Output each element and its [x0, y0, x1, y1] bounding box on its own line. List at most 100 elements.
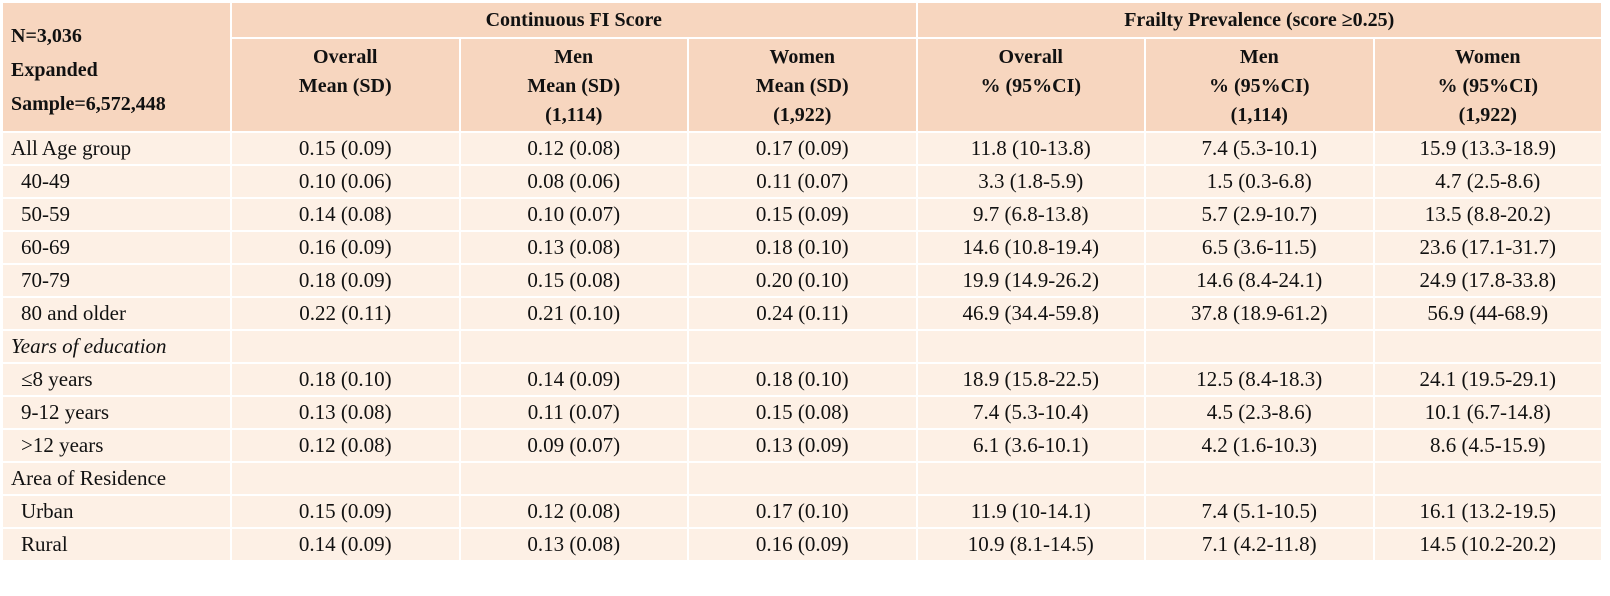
table-cell: 24.1 (19.5-29.1) — [1372, 362, 1604, 397]
row-label: 70-79 — [1, 263, 232, 298]
table-row: 60-69 0.16 (0.09) 0.13 (0.08) 0.18 (0.10) 14… — [1, 230, 1604, 265]
group-header-frailty-prevalence: Frailty Prevalence (score ≥0.25) — [915, 1, 1604, 39]
column-header-line: % (95%CI) — [1437, 75, 1539, 97]
table-cell: 0.09 (0.07) — [458, 428, 689, 463]
table-row: All Age group 0.15 (0.09) 0.12 (0.08) 0.17 … — [1, 131, 1604, 166]
table-cell: 15.9 (13.3-18.9) — [1372, 131, 1604, 166]
table-cell: 14.6 (8.4-24.1) — [1144, 263, 1375, 298]
table-cell: 0.15 (0.08) — [458, 263, 689, 298]
column-header: Women Mean (SD) (1,922) — [687, 37, 918, 133]
row-label: Years of education — [1, 329, 232, 364]
table-cell: 23.6 (17.1-31.7) — [1372, 230, 1604, 265]
table-cell — [1372, 329, 1604, 364]
corner-line: Sample=6,572,448 — [11, 93, 166, 115]
table-cell — [915, 329, 1147, 364]
table-cell: 10.9 (8.1-14.5) — [915, 527, 1147, 562]
column-header-line: Mean (SD) — [755, 75, 849, 97]
table-cell: 0.13 (0.08) — [458, 527, 689, 562]
column-header-row: Overall Mean (SD) Men Mean (SD) (1,114) Women… — [2, 37, 1604, 133]
row-label: 40-49 — [1, 164, 232, 199]
table-cell: 18.9 (15.8-22.5) — [915, 362, 1147, 397]
table-cell: 0.17 (0.09) — [687, 131, 918, 166]
table-cell — [458, 329, 689, 364]
table-cell: 19.9 (14.9-26.2) — [915, 263, 1147, 298]
table-row: 50-59 0.14 (0.08) 0.10 (0.07) 0.15 (0.09) 9.… — [1, 197, 1604, 232]
table-cell: 7.1 (4.2-11.8) — [1144, 527, 1375, 562]
group-header-continuous-fi: Continuous FI Score — [230, 1, 918, 39]
table-cell: 0.22 (0.11) — [230, 296, 461, 331]
table-cell: 0.10 (0.06) — [230, 164, 461, 199]
row-label: 9-12 years — [1, 395, 232, 430]
table-row: Rural 0.14 (0.09) 0.13 (0.08) 0.16 (0.09) 10… — [1, 527, 1604, 562]
table-cell: 24.9 (17.8-33.8) — [1372, 263, 1604, 298]
row-label: 80 and older — [1, 296, 232, 331]
table-cell: 0.13 (0.08) — [230, 395, 461, 430]
table-cell: 6.1 (3.6-10.1) — [915, 428, 1147, 463]
column-header-line: % (95%CI) — [980, 75, 1082, 97]
table-cell: 0.18 (0.09) — [230, 263, 461, 298]
table-row: >12 years 0.12 (0.08) 0.09 (0.07) 0.13 (0.0… — [1, 428, 1604, 463]
table-cell: 0.14 (0.08) — [230, 197, 461, 232]
corner-line: N=3,036 — [11, 25, 82, 47]
table-cell: 4.2 (1.6-10.3) — [1144, 428, 1375, 463]
table-cell: 46.9 (34.4-59.8) — [915, 296, 1147, 331]
table-cell: 0.24 (0.11) — [687, 296, 918, 331]
table-cell: 6.5 (3.6-11.5) — [1144, 230, 1375, 265]
table-cell — [1144, 329, 1375, 364]
table-cell: 0.18 (0.10) — [687, 230, 918, 265]
table-cell: 0.15 (0.09) — [687, 197, 918, 232]
column-header-line: (1,922) — [1458, 104, 1517, 126]
table-cell — [687, 461, 918, 496]
table-row: 70-79 0.18 (0.09) 0.15 (0.08) 0.20 (0.10) 19… — [1, 263, 1604, 298]
table-cell: 0.15 (0.08) — [687, 395, 918, 430]
column-header-line: Men — [554, 46, 594, 68]
table-cell: 7.4 (5.1-10.5) — [1144, 494, 1375, 529]
row-label: >12 years — [1, 428, 232, 463]
column-header-line: (1,114) — [545, 104, 603, 126]
table-row: Area of Residence — [1, 461, 1604, 496]
table-cell: 0.17 (0.10) — [687, 494, 918, 529]
row-label: Rural — [1, 527, 232, 562]
table-cell — [230, 329, 461, 364]
table-cell: 0.15 (0.09) — [230, 494, 461, 529]
column-header-line: Men — [1239, 46, 1279, 68]
table-cell: 0.11 (0.07) — [458, 395, 689, 430]
row-label: 60-69 — [1, 230, 232, 265]
row-label: 50-59 — [1, 197, 232, 232]
table-cell — [230, 461, 461, 496]
table-cell — [687, 329, 918, 364]
table-cell: 0.14 (0.09) — [458, 362, 689, 397]
row-label: All Age group — [1, 131, 232, 166]
table-cell: 8.6 (4.5-15.9) — [1372, 428, 1604, 463]
table-cell: 56.9 (44-68.9) — [1372, 296, 1604, 331]
table-cell: 0.15 (0.09) — [230, 131, 461, 166]
table-cell: 0.21 (0.10) — [458, 296, 689, 331]
column-header-line: Women — [769, 46, 836, 68]
column-header-line: (1,922) — [773, 104, 832, 126]
table-row: 40-49 0.10 (0.06) 0.08 (0.06) 0.11 (0.07) 3.… — [1, 164, 1604, 199]
table-cell: 4.7 (2.5-8.6) — [1372, 164, 1604, 199]
corner-line: Expanded — [11, 59, 98, 81]
table-row: Years of education — [1, 329, 1604, 364]
column-header-line: (1,114) — [1230, 104, 1288, 126]
table-cell: 3.3 (1.8-5.9) — [915, 164, 1147, 199]
table-cell: 0.12 (0.08) — [458, 494, 689, 529]
table-cell: 0.08 (0.06) — [458, 164, 689, 199]
column-header-line: Mean (SD) — [298, 75, 392, 97]
table-row: Urban 0.15 (0.09) 0.12 (0.08) 0.17 (0.10) 11… — [1, 494, 1604, 529]
row-label: ≤8 years — [1, 362, 232, 397]
table-cell: 0.12 (0.08) — [230, 428, 461, 463]
corner-header-cell: N=3,036 Expanded Sample=6,572,448 — [1, 1, 232, 133]
table-row: ≤8 years 0.18 (0.10) 0.14 (0.09) 0.18 (0.10… — [1, 362, 1604, 397]
table-body: All Age group 0.15 (0.09) 0.12 (0.08) 0.17 … — [1, 131, 1604, 562]
table-cell: 0.16 (0.09) — [687, 527, 918, 562]
table-cell: 16.1 (13.2-19.5) — [1372, 494, 1604, 529]
table-cell: 12.5 (8.4-18.3) — [1144, 362, 1375, 397]
column-header: Women % (95%CI) (1,922) — [1372, 37, 1604, 133]
table-row: 80 and older 0.22 (0.11) 0.21 (0.10) 0.24 (… — [1, 296, 1604, 331]
table-cell: 13.5 (8.8-20.2) — [1372, 197, 1604, 232]
column-header: Men % (95%CI) (1,114) — [1144, 37, 1375, 133]
table-cell: 1.5 (0.3-6.8) — [1144, 164, 1375, 199]
column-header: Men Mean (SD) (1,114) — [458, 37, 689, 133]
table-cell: 0.20 (0.10) — [687, 263, 918, 298]
